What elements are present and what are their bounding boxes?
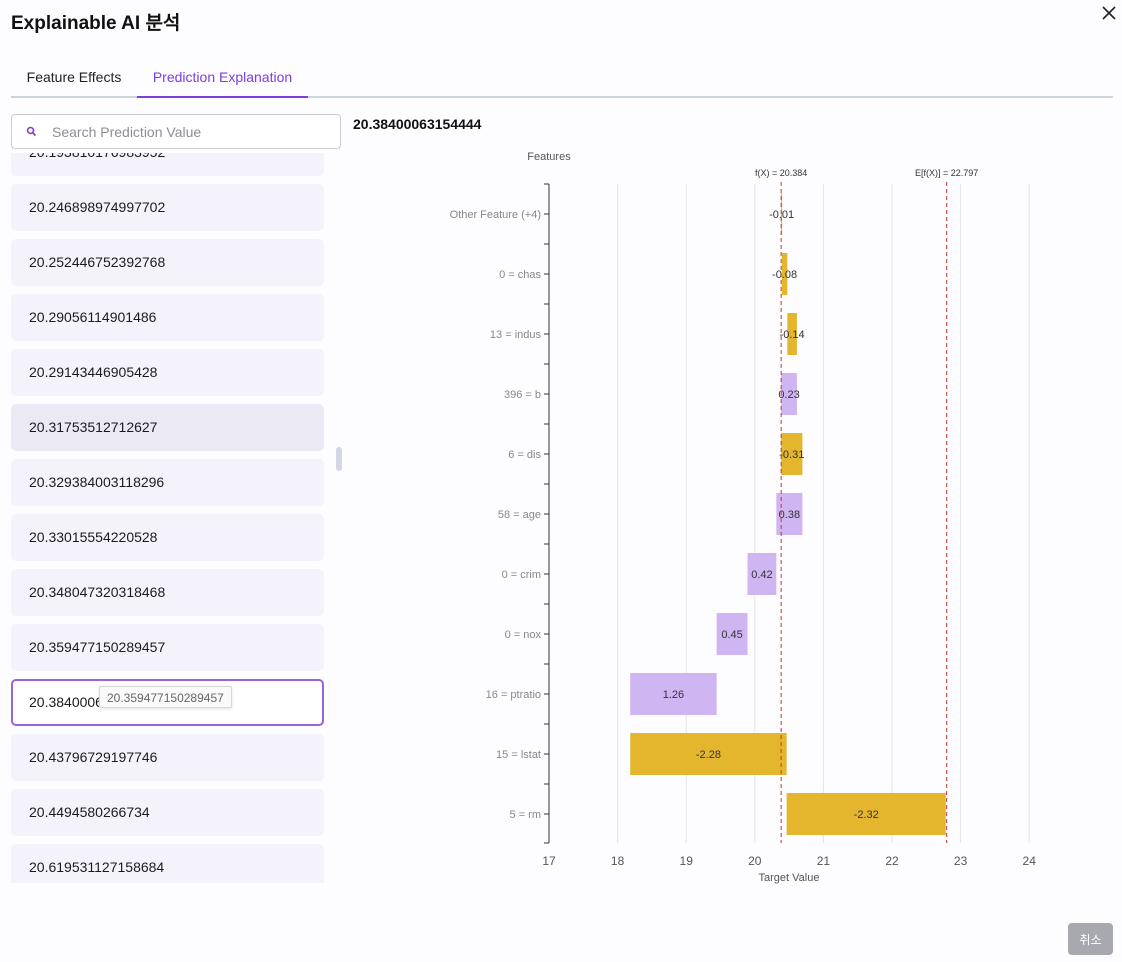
- x-tick-label: 21: [817, 854, 831, 868]
- feature-label: 0 = nox: [505, 629, 542, 641]
- bar-value-label: -2.28: [696, 749, 721, 761]
- x-tick-label: 17: [542, 854, 556, 868]
- prediction-list-item[interactable]: 20.252446752392768: [11, 239, 324, 286]
- prediction-list-item[interactable]: 20.29143446905428: [11, 349, 324, 396]
- search-box: [11, 114, 341, 149]
- waterfall-bar[interactable]: [630, 733, 787, 775]
- prediction-list-item[interactable]: 20.43796729197746: [11, 734, 324, 781]
- waterfall-bar[interactable]: [781, 253, 788, 295]
- prediction-list: 20.193810176983952 20.246898974997702 20.2…: [11, 153, 324, 883]
- feature-label: Other Feature (+4): [450, 209, 541, 221]
- bar-value-label: -0.01: [769, 209, 794, 221]
- search-input[interactable]: [52, 115, 332, 148]
- tab-bar: Feature Effects Prediction Explanation: [11, 56, 1113, 98]
- efx-label: E[f(X)] = 22.797: [915, 168, 978, 178]
- prediction-list-item[interactable]: 20.31753512712627: [11, 404, 324, 451]
- list-scrollbar[interactable]: [336, 447, 342, 471]
- feature-label: 0 = chas: [499, 269, 541, 281]
- waterfall-bar[interactable]: [747, 553, 777, 595]
- feature-label: 5 = rm: [510, 809, 541, 821]
- bar-value-label: 0.23: [778, 389, 799, 401]
- bar-value-label: 1.26: [663, 689, 684, 701]
- feature-label: 15 = lstat: [496, 749, 541, 761]
- tab-feature-effects[interactable]: Feature Effects: [26, 69, 122, 85]
- bar-value-label: -0.08: [772, 269, 797, 281]
- x-tick-label: 23: [954, 854, 968, 868]
- feature-label: 396 = b: [504, 389, 541, 401]
- x-tick-label: 19: [680, 854, 694, 868]
- feature-label: 6 = dis: [508, 449, 541, 461]
- waterfall-chart: Features Other Feature (+4) -0.01 0 = chas -…: [450, 151, 1037, 884]
- x-tick-label: 24: [1023, 854, 1037, 868]
- bar-value-label: -0.14: [780, 329, 805, 341]
- feature-label: 16 = ptratio: [486, 689, 541, 701]
- prediction-list-item[interactable]: 20.329384003118296: [11, 459, 324, 506]
- x-tick-label: 18: [611, 854, 625, 868]
- waterfall-bar[interactable]: [781, 433, 803, 475]
- close-icon[interactable]: [1099, 3, 1119, 23]
- bar-value-label: 0.42: [751, 569, 772, 581]
- bar-value-label: 0.38: [779, 509, 800, 521]
- x-tick-label: 20: [748, 854, 762, 868]
- feature-label: 13 = indus: [490, 329, 542, 341]
- feature-label: 58 = age: [498, 509, 541, 521]
- prediction-list-item[interactable]: 20.359477150289457: [11, 624, 324, 671]
- search-icon: [25, 125, 39, 139]
- x-tick-label: 22: [885, 854, 899, 868]
- bar-value-label: -2.32: [854, 809, 879, 821]
- dialog-title: Explainable AI 분석: [11, 13, 181, 34]
- selected-prediction-title: 20.38400063154444: [353, 116, 482, 132]
- item-tooltip: 20.359477150289457: [99, 686, 232, 708]
- prediction-list-item[interactable]: 20.29056114901486: [11, 294, 324, 341]
- prediction-list-item[interactable]: 20.33015554220528: [11, 514, 324, 561]
- x-axis-label: Target Value: [759, 872, 820, 884]
- fx-label: f(X) = 20.384: [755, 168, 807, 178]
- cancel-button[interactable]: 취소: [1068, 923, 1113, 955]
- waterfall-bar[interactable]: [630, 673, 717, 715]
- prediction-list-item[interactable]: 20.4494580266734: [11, 789, 324, 836]
- bar-value-label: -0.31: [779, 449, 804, 461]
- prediction-list-item[interactable]: 20.246898974997702: [11, 184, 324, 231]
- waterfall-bar[interactable]: [781, 373, 797, 415]
- prediction-list-item[interactable]: 20.193810176983952: [11, 153, 324, 176]
- feature-label: 0 = crim: [502, 569, 541, 581]
- waterfall-bar[interactable]: [787, 313, 797, 355]
- prediction-list-item[interactable]: 20.348047320318468: [11, 569, 324, 616]
- tab-prediction-explanation[interactable]: Prediction Explanation: [137, 56, 308, 98]
- y-axis-label: Features: [527, 151, 571, 163]
- bar-value-label: 0.45: [721, 629, 742, 641]
- prediction-list-item[interactable]: 20.619531127158684: [11, 844, 324, 883]
- waterfall-bar[interactable]: [786, 793, 946, 835]
- waterfall-bar[interactable]: [716, 613, 748, 655]
